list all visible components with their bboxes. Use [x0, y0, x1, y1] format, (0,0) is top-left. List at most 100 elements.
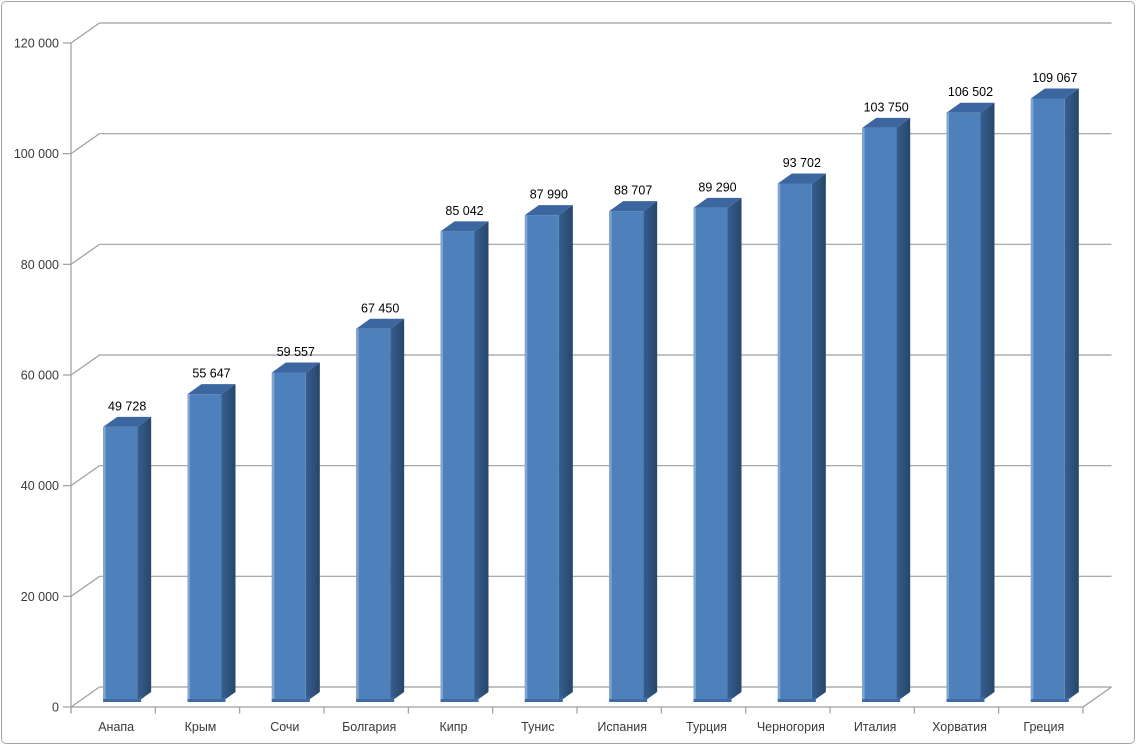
- bar-front-highlight: [440, 231, 443, 702]
- bar-side-face: [811, 173, 826, 702]
- bar-front-highlight: [946, 112, 949, 702]
- bar[interactable]: [1030, 88, 1079, 703]
- bar-front-highlight: [187, 394, 190, 702]
- bar-front-face: [777, 183, 812, 702]
- category-label: Кипр: [440, 720, 468, 734]
- bar-front-face: [103, 426, 138, 702]
- bar-side-face: [474, 221, 489, 702]
- bar-front-face: [609, 211, 644, 702]
- bar-front-highlight: [524, 215, 528, 702]
- bar-front-face: [440, 231, 475, 702]
- y-tick-label: 0: [52, 701, 59, 715]
- gridline-depth: [70, 22, 100, 44]
- category-label: Болгария: [342, 720, 396, 734]
- bar-front-highlight: [862, 127, 865, 702]
- bar-top-face: [946, 102, 995, 113]
- bar-front-face: [187, 394, 222, 702]
- bar-front-highlight: [777, 183, 781, 702]
- bar-side-face: [221, 384, 236, 702]
- bar-value-label: 59 557: [277, 345, 315, 359]
- bar-front-highlight: [103, 426, 106, 702]
- bar-side-face: [305, 362, 320, 702]
- y-tick-label: 20 000: [21, 590, 59, 604]
- bar-side-face: [137, 416, 152, 702]
- bar[interactable]: [524, 205, 573, 702]
- bar[interactable]: [946, 102, 995, 702]
- category-label: Черногория: [757, 720, 825, 734]
- category-label: Тунис: [521, 720, 554, 734]
- bar-top-face: [1030, 88, 1079, 99]
- bar-bottom-bevel: [862, 696, 901, 702]
- bar-side-face: [1064, 88, 1079, 703]
- bar[interactable]: [862, 117, 911, 702]
- bar-value-label: 49 728: [108, 399, 146, 413]
- y-tick-label: 120 000: [14, 37, 59, 51]
- bar-bottom-bevel: [356, 696, 395, 702]
- bar-front-highlight: [271, 372, 275, 702]
- bar-value-label: 103 750: [864, 100, 909, 114]
- bar-top-face: [693, 197, 742, 208]
- bar-front-face: [946, 112, 981, 702]
- bar-top-face: [356, 318, 405, 329]
- category-label: Греция: [1023, 720, 1064, 734]
- bar-bottom-bevel: [946, 696, 985, 702]
- bar-front-highlight: [356, 328, 359, 702]
- category-label: Крым: [185, 720, 217, 734]
- bar-bottom-bevel: [271, 696, 310, 702]
- bar-side-face: [390, 318, 405, 702]
- bar-bottom-bevel: [524, 696, 563, 702]
- y-tick-label: 100 000: [14, 147, 59, 161]
- bar-bottom-bevel: [1030, 696, 1069, 702]
- bar-top-face: [777, 173, 826, 184]
- bar-bottom-bevel: [609, 696, 648, 702]
- gridline-depth: [70, 465, 100, 487]
- bar-value-label: 106 502: [948, 85, 993, 99]
- bar-bottom-bevel: [440, 696, 479, 702]
- floor-right-edge: [1082, 686, 1112, 708]
- bar-value-label: 93 702: [783, 156, 821, 170]
- bar[interactable]: [271, 362, 320, 702]
- bar-front-highlight: [1030, 98, 1034, 703]
- bar-value-label: 87 990: [530, 188, 568, 202]
- gridline-depth: [70, 686, 100, 708]
- bar-top-face: [609, 201, 658, 212]
- category-label: Италия: [854, 720, 897, 734]
- bar-top-face: [524, 205, 573, 216]
- bar[interactable]: [187, 384, 236, 702]
- bar-value-label: 89 290: [698, 180, 736, 194]
- bar[interactable]: [777, 173, 826, 702]
- gridline-depth: [70, 575, 100, 597]
- category-label: Хорватия: [932, 720, 987, 734]
- gridline-depth: [70, 243, 100, 265]
- bar[interactable]: [693, 197, 742, 703]
- bar-front-face: [356, 328, 391, 702]
- bar[interactable]: [103, 416, 152, 702]
- bar-value-label: 109 067: [1032, 71, 1077, 85]
- y-tick-label: 80 000: [21, 258, 59, 272]
- category-label: Испания: [597, 720, 647, 734]
- category-label: Анапа: [98, 720, 134, 734]
- bar-side-face: [980, 102, 995, 702]
- gridline-depth: [70, 133, 100, 155]
- bar[interactable]: [356, 318, 405, 702]
- y-tick-label: 40 000: [21, 479, 59, 493]
- bar-side-face: [727, 197, 742, 703]
- bar-bottom-bevel: [187, 696, 226, 702]
- bar-side-face: [896, 117, 911, 702]
- y-tick-label: 60 000: [21, 369, 59, 383]
- bar-front-highlight: [693, 207, 696, 703]
- bar[interactable]: [440, 221, 489, 702]
- bar-bottom-bevel: [693, 696, 732, 702]
- bar-value-label: 88 707: [614, 184, 652, 198]
- bar-top-face: [862, 117, 911, 128]
- bar-front-highlight: [609, 211, 612, 702]
- bar-front-face: [862, 127, 897, 702]
- category-label: Сочи: [270, 720, 299, 734]
- bar-front-face: [271, 372, 306, 702]
- bar-front-face: [693, 207, 728, 703]
- bar[interactable]: [609, 201, 658, 702]
- bar-value-label: 67 450: [361, 301, 399, 315]
- gridline-depth: [70, 354, 100, 376]
